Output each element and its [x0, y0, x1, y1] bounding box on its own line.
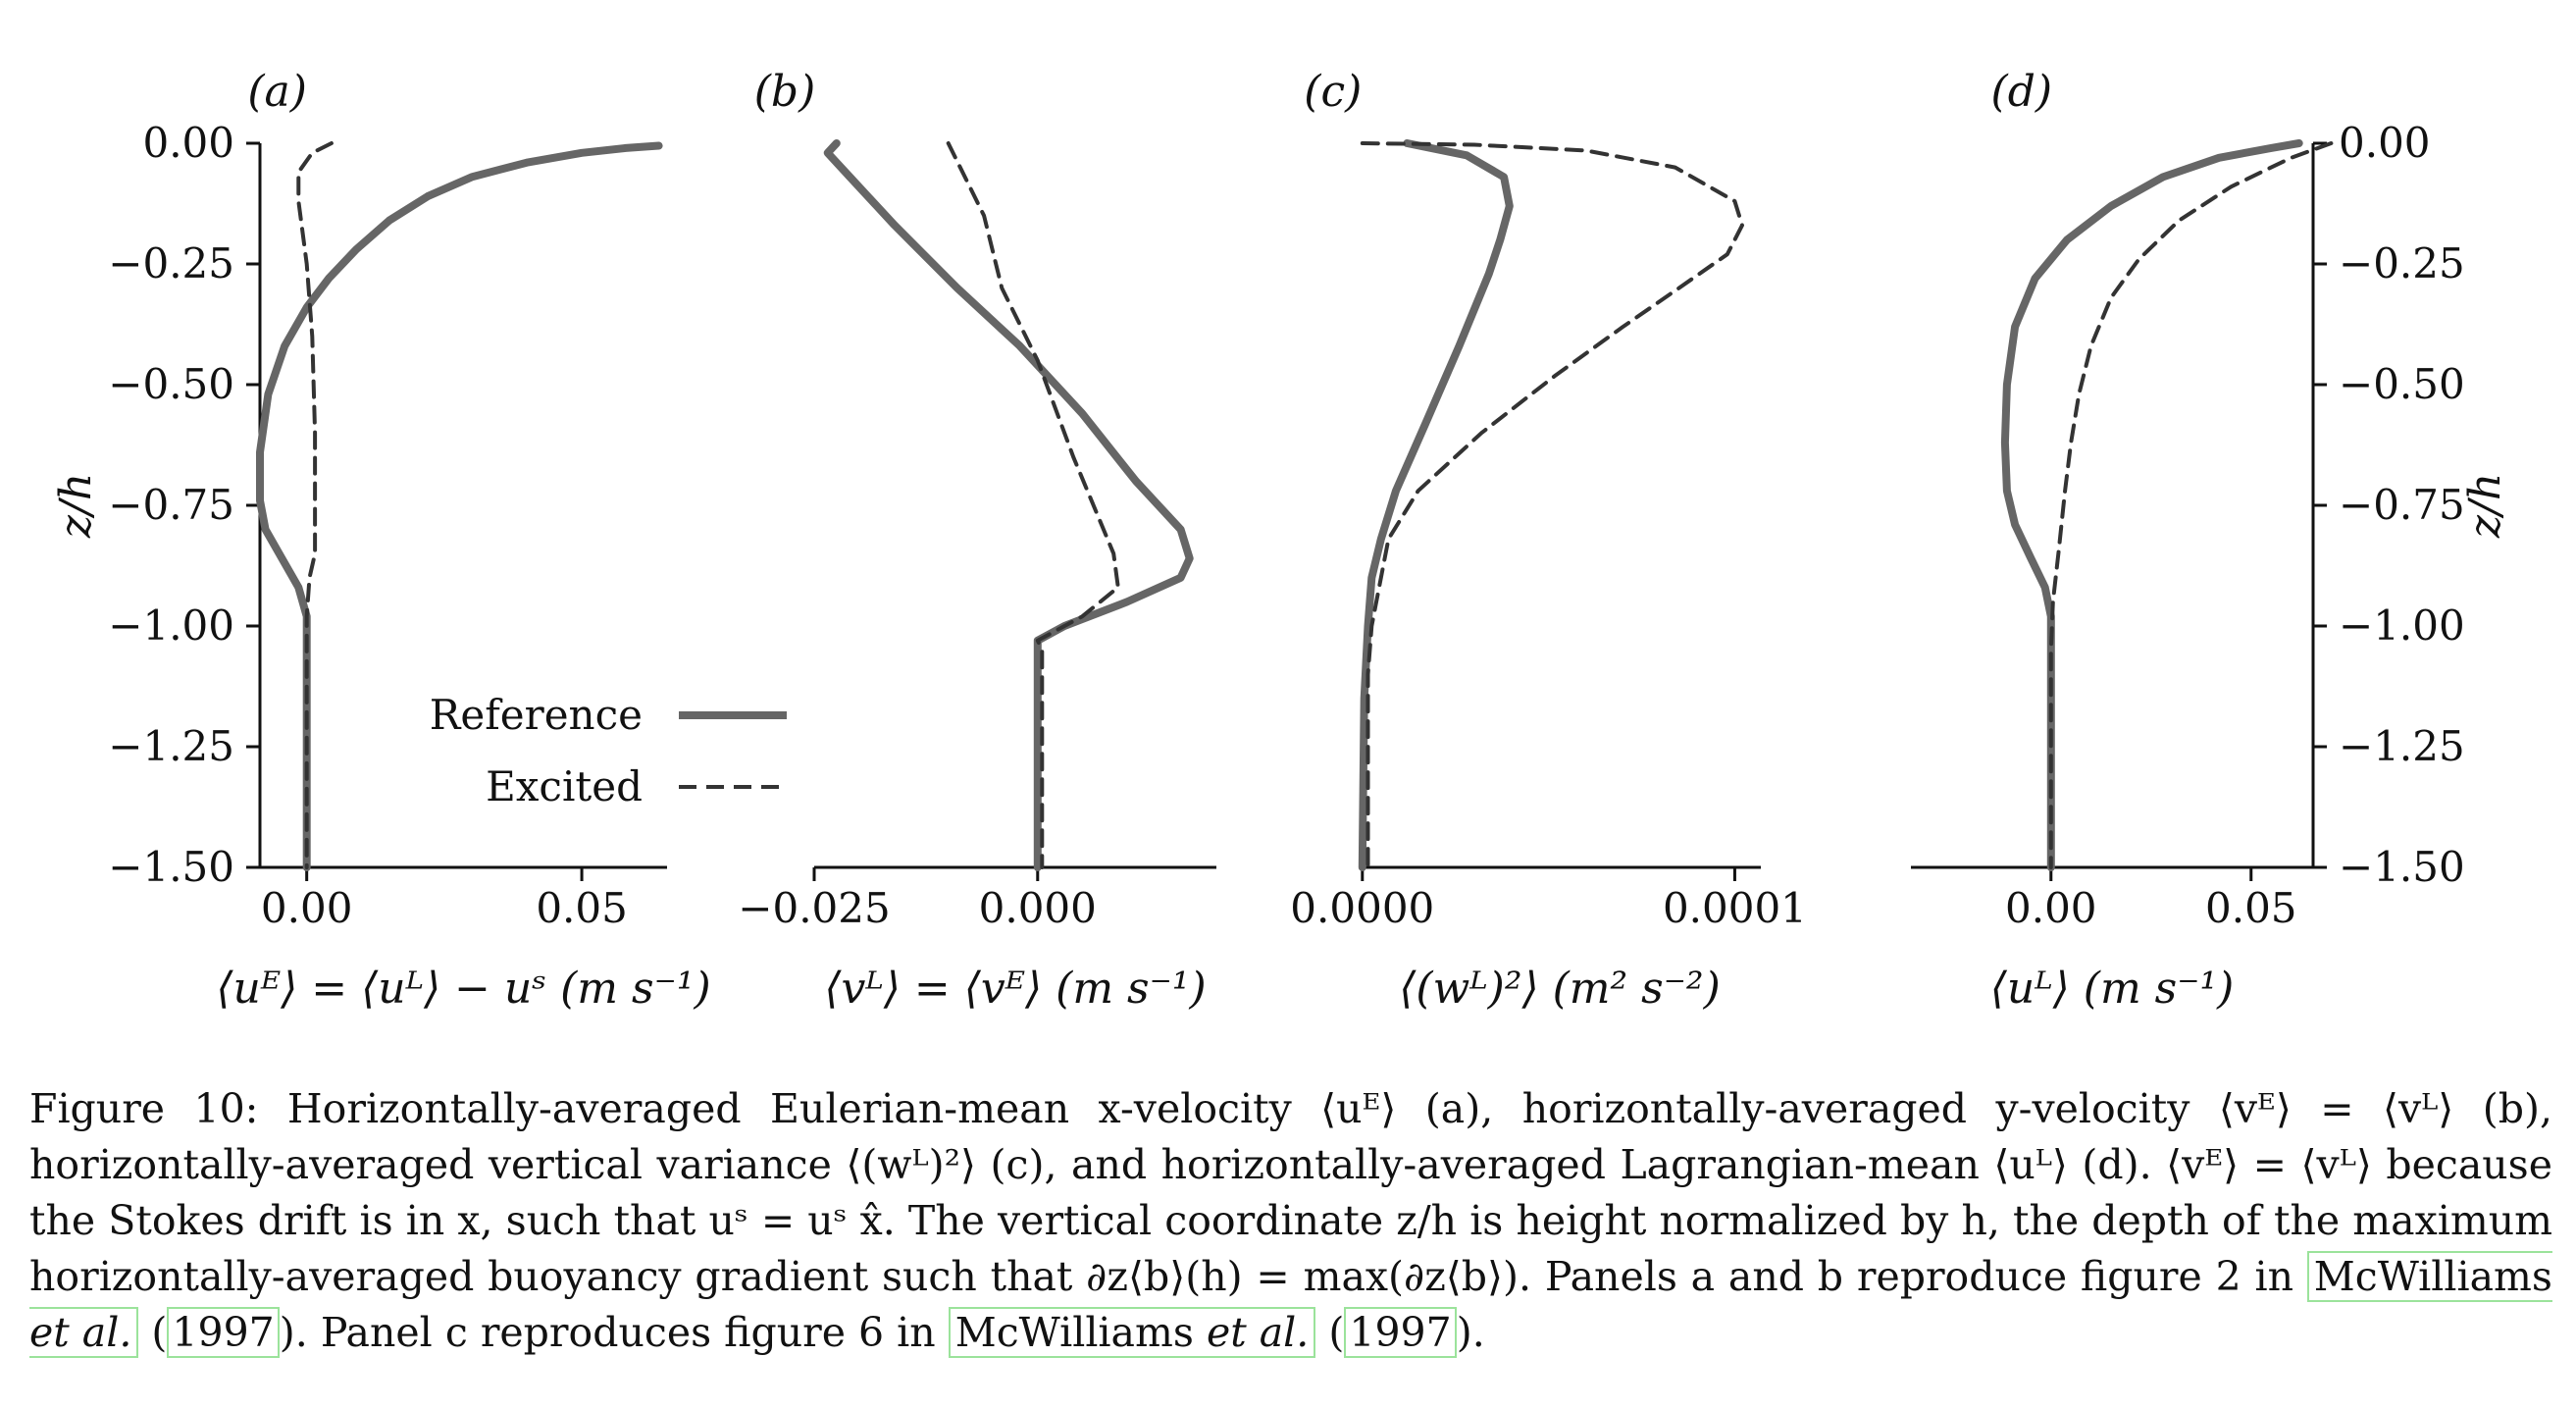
series-line-reference — [2000, 139, 2303, 871]
y-tick-label: −0.75 — [108, 481, 234, 529]
y-tick-label: 0.00 — [142, 119, 234, 167]
panel-label: (d) — [1991, 67, 2053, 117]
y-tick-label: −1.25 — [108, 722, 234, 770]
y-tick-label: −0.50 — [2339, 360, 2465, 408]
series-line-excited — [946, 141, 1120, 869]
y-tick-label: −1.50 — [2339, 843, 2465, 891]
panel-b: (b) −0.025 0.000 ⟨vᴸ⟩ = ⟨vᴱ⟩ (m s⁻¹) — [738, 67, 1216, 1014]
x-axis-label: ⟨vᴸ⟩ = ⟨vᴱ⟩ (m s⁻¹) — [824, 964, 1206, 1014]
y-tick-label: −0.75 — [2339, 481, 2465, 529]
legend-label-excited: Excited — [486, 762, 643, 810]
caption-line-5: in McWilliams et al. (1997). Panel c rep… — [29, 1251, 2552, 1358]
citation-link-1[interactable]: McWilliams et al. — [29, 1251, 2552, 1358]
y-axis-label: z/h — [51, 473, 101, 539]
x-tick-label: −0.025 — [738, 884, 890, 932]
y-tick-label: −1.25 — [2339, 722, 2465, 770]
x-axis-label: ⟨(wᴸ)²⟩ (m² s⁻²) — [1399, 964, 1720, 1014]
x-tick-label: 0.0001 — [1663, 884, 1807, 932]
series-line-excited — [296, 141, 334, 869]
citation-year-link-2[interactable]: 1997 — [1344, 1307, 1457, 1358]
caption-line-3: because the Stokes drift is in x, such t… — [29, 1141, 2552, 1244]
citation-link-2[interactable]: McWilliams et al. — [948, 1307, 1316, 1358]
series-line-reference — [1358, 139, 1514, 871]
x-tick-label: 0.0000 — [1290, 884, 1434, 932]
y-axis-label: z/h — [2460, 473, 2510, 539]
panel-c: (c) 0.0000 0.0001 ⟨(wᴸ)²⟩ (m² s⁻²) — [1290, 67, 1807, 1014]
legend-label-reference: Reference — [430, 691, 643, 739]
series-line-reference — [823, 139, 1194, 871]
caption-line-4: the maximum horizontally-averaged buoyan… — [29, 1197, 2552, 1300]
x-tick-label: 0.00 — [261, 884, 353, 932]
y-tick-label: −1.00 — [2339, 601, 2465, 650]
panel-d: (d) 0.00 0.05 ⟨uᴸ⟩ (m s⁻¹) 0.00 −0.25 −0.50 −0.… — [1911, 67, 2510, 1014]
y-tick-label: 0.00 — [2339, 119, 2431, 167]
x-tick-label: 0.05 — [2205, 884, 2297, 932]
series-line-excited — [2048, 141, 2334, 869]
x-tick-label: 0.000 — [979, 884, 1097, 932]
figure-10: (a)0.00 0.05⟨uᴱ⟩ = ⟨uᴸ⟩ − uˢ (m s⁻¹)0.00−… — [51, 67, 2510, 1014]
panel-label: (c) — [1304, 67, 1362, 117]
y-tick-label: −1.50 — [108, 843, 234, 891]
series-line-reference — [256, 141, 663, 871]
x-tick-label: 0.00 — [2005, 884, 2097, 932]
panel-a: (a)0.00 0.05⟨uᴱ⟩ = ⟨uᴸ⟩ − uˢ (m s⁻¹)0.00−… — [51, 67, 711, 1014]
x-axis-label: ⟨uᴸ⟩ (m s⁻¹) — [1990, 964, 2235, 1014]
panel-label: (b) — [754, 67, 816, 117]
caption-line-1: Figure 10: Horizontally-averaged Euleria… — [29, 1085, 2552, 1132]
series-line-excited — [1360, 141, 1744, 869]
panel-label: (a) — [247, 67, 307, 117]
y-tick-label: −0.25 — [108, 239, 234, 287]
y-tick-label: −1.00 — [108, 601, 234, 650]
legend: Reference Excited — [430, 691, 787, 810]
citation-year-link-1[interactable]: 1997 — [167, 1307, 280, 1358]
x-axis-label: ⟨uᴱ⟩ = ⟨uᴸ⟩ − uˢ (m s⁻¹) — [216, 964, 710, 1014]
y-tick-label: −0.50 — [108, 360, 234, 408]
caption-line-2: horizontally-averaged vertical variance … — [29, 1141, 2372, 1188]
figure-caption: Figure 10: Horizontally-averaged Euleria… — [29, 1081, 2552, 1361]
x-tick-label: 0.05 — [536, 884, 628, 932]
y-tick-label: −0.25 — [2339, 239, 2465, 287]
